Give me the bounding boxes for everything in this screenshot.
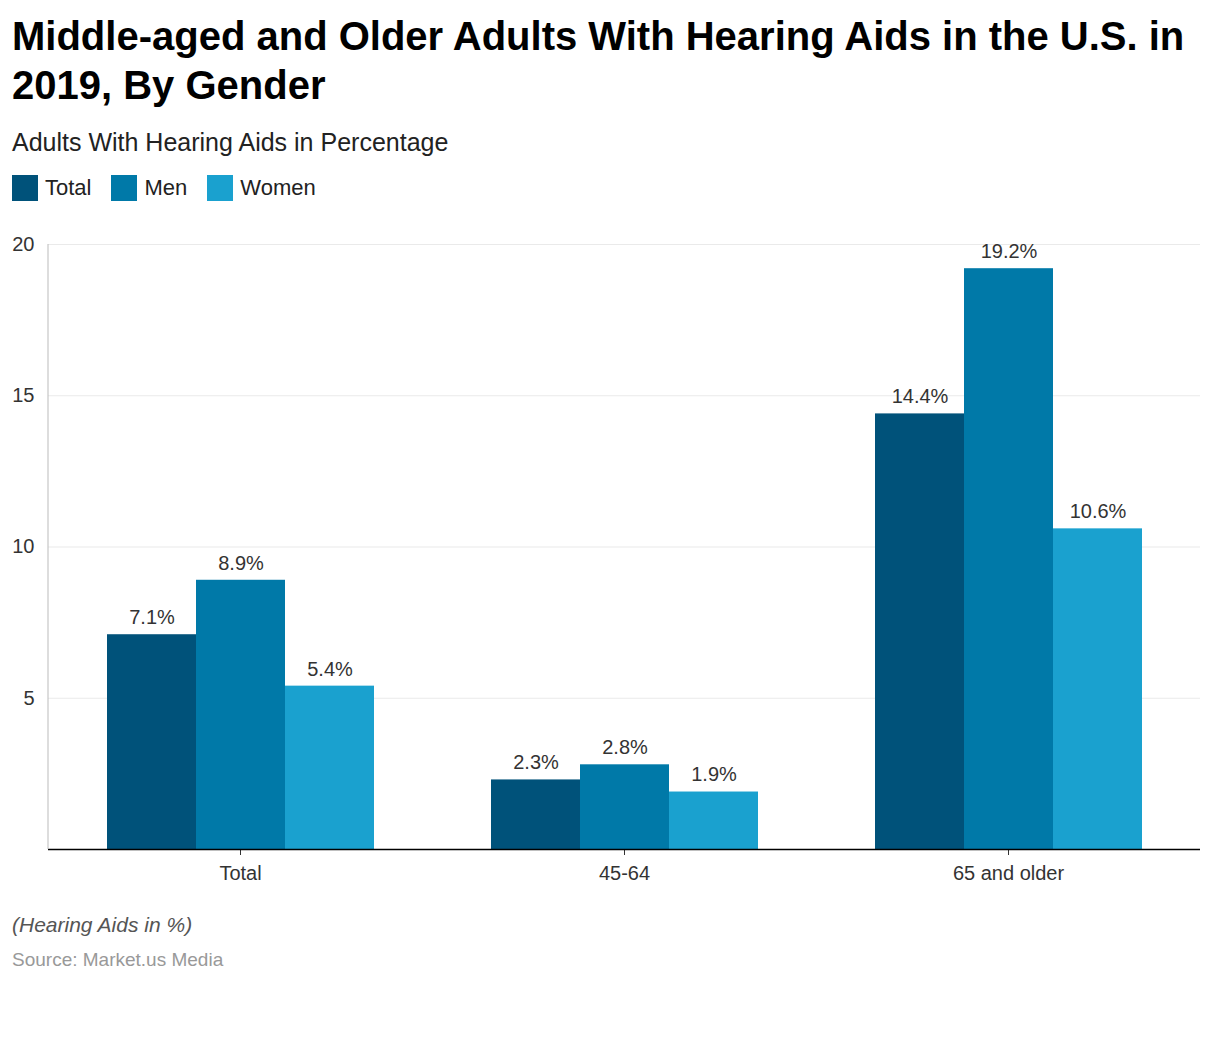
html-text:Adults With Hearing Aids in Pe: Adults With Hearing Aids in Percentage — [12, 127, 449, 156]
svg-text:15: 15 — [12, 384, 34, 406]
svg-text:7.1%: 7.1% — [129, 606, 175, 628]
svg-text:2.8%: 2.8% — [602, 736, 648, 758]
svg-text:8.9%: 8.9% — [218, 551, 264, 573]
html-text:Middle-aged and Older Adults W: Middle-aged and Older Adults With Hearin… — [12, 14, 1185, 107]
svg-text:20: 20 — [12, 232, 34, 254]
svg-text:19.2%: 19.2% — [981, 240, 1038, 262]
svg-text:5.4%: 5.4% — [307, 657, 353, 679]
svg-text:14.4%: 14.4% — [892, 385, 949, 407]
svg-text:2.3%: 2.3% — [513, 751, 559, 773]
html-text:Men: Men — [144, 174, 188, 200]
svg-text:45-64: 45-64 — [599, 861, 650, 883]
svg-text:1.9%: 1.9% — [691, 763, 737, 785]
svg-text:Total: Total — [219, 861, 261, 883]
svg-text:10.6%: 10.6% — [1070, 500, 1127, 522]
svg-text:10: 10 — [12, 535, 34, 557]
svg-text:5: 5 — [23, 686, 34, 708]
svg-text:65 and older: 65 and older — [953, 861, 1065, 883]
html-text:Source: Market.us Media: Source: Market.us Media — [12, 948, 224, 970]
html-text:Total: Total — [45, 174, 92, 200]
html-text:Women: Women — [240, 174, 316, 200]
html-text:(Hearing Aids in %): (Hearing Aids in %) — [12, 912, 193, 936]
